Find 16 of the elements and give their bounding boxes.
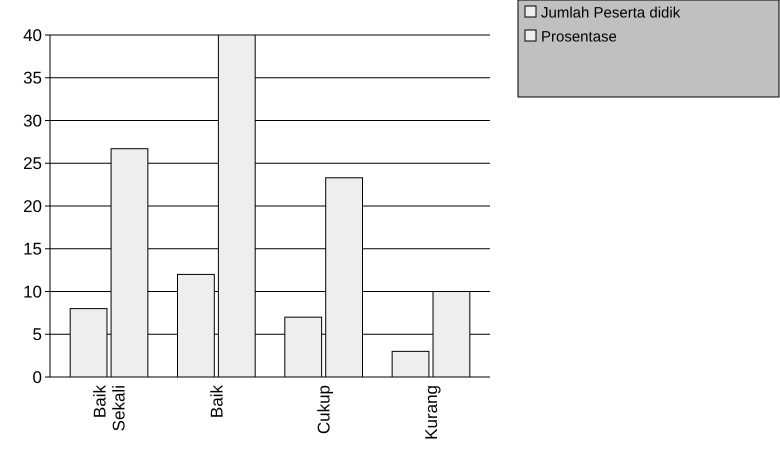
y-tick-label: 30 xyxy=(23,111,42,130)
y-tick-label: 40 xyxy=(23,26,42,45)
y-tick-label: 5 xyxy=(32,325,42,344)
x-tick-label: Cukup xyxy=(314,385,334,434)
y-tick-label: 35 xyxy=(23,68,42,88)
x-tick-label: Baik xyxy=(207,384,226,418)
x-tick-label: Baik Sekali xyxy=(90,384,128,432)
legend-label: Jumlah Peserta didik xyxy=(541,4,681,22)
y-tick-label: 10 xyxy=(23,282,42,302)
y-tick-label: 20 xyxy=(23,196,42,216)
x-tick-label: Kurang xyxy=(422,385,441,440)
y-tick-label: 15 xyxy=(23,240,42,259)
legend-label: Prosentase xyxy=(541,28,617,46)
y-tick-label: 0 xyxy=(32,368,42,387)
y-tick-label: 25 xyxy=(23,154,42,174)
bar xyxy=(392,350,430,378)
